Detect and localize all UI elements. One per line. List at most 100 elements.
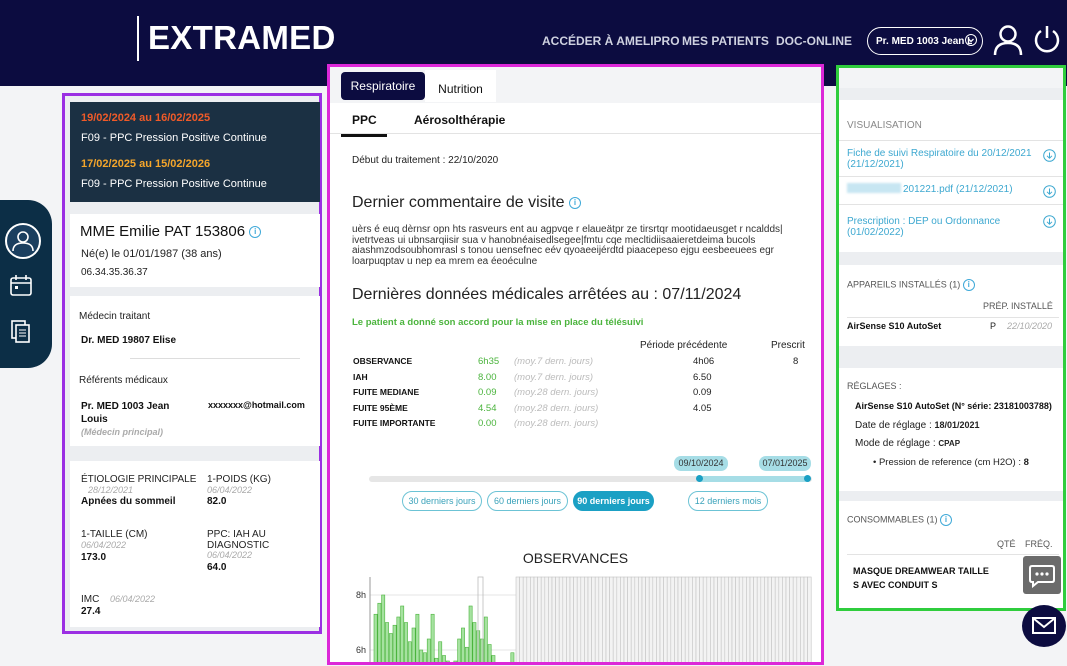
- mail-button[interactable]: [1022, 605, 1066, 647]
- bar-empty-day: [562, 576, 567, 662]
- chart-title: OBSERVANCES: [522, 550, 629, 566]
- prescriptions-box: 19/02/2024 au 16/02/2025 F09 - PPC Press…: [70, 102, 320, 202]
- bar-empty-day: [728, 576, 733, 662]
- bar-observance: [445, 660, 450, 662]
- bar-observance: [457, 638, 462, 662]
- settings-device: AirSense S10 AutoSet (N° série: 23181003…: [855, 401, 1052, 411]
- power-icon[interactable]: [1033, 24, 1061, 54]
- consumables-title: CONSOMMABLES (1) i: [847, 514, 953, 526]
- iah-value: 64.0: [207, 562, 227, 573]
- device-prep: P: [990, 321, 997, 331]
- treating-doctor-label: Médecin traitant: [79, 311, 151, 322]
- bar-observance: [487, 644, 492, 662]
- bar-empty-day: [638, 576, 643, 662]
- referent-email[interactable]: xxxxxxx@hotmail.com: [208, 400, 305, 410]
- subtab-bar: PPC Aérosolthérapie: [330, 104, 821, 137]
- bar-observance: [385, 622, 389, 662]
- tab-respiratoire[interactable]: Respiratoire: [341, 72, 425, 100]
- bar-empty-day: [771, 576, 776, 662]
- bar-observance: [407, 641, 412, 662]
- column-prescribed: Prescrit: [771, 340, 805, 351]
- subtab-ppc[interactable]: PPC: [352, 113, 377, 127]
- blurred-filename: [847, 183, 901, 193]
- bar-empty-day: [800, 576, 805, 662]
- metric-note: (moy.7 dern. jours): [514, 356, 594, 367]
- info-icon[interactable]: i: [249, 226, 262, 239]
- user-icon[interactable]: [993, 24, 1023, 56]
- weight-label: 1-POIDS (KG): [207, 474, 271, 485]
- bar-empty-day: [756, 576, 762, 662]
- bar-observance: [423, 652, 427, 662]
- divider: [847, 317, 1059, 318]
- bar-empty-day: [612, 576, 618, 662]
- period-30-button[interactable]: 30 derniers jours: [402, 491, 482, 511]
- bar-empty-day: [807, 576, 812, 662]
- bar-empty-day: [537, 576, 542, 662]
- settings-title: RÉGLAGES :: [847, 381, 902, 391]
- bar-observance: [392, 624, 397, 662]
- tab-nutrition[interactable]: Nutrition: [425, 70, 496, 102]
- range-handle-start[interactable]: [696, 475, 703, 482]
- right-top-gap: [839, 68, 1063, 88]
- bar-empty-day: [519, 576, 524, 662]
- patient-phone: 06.34.35.36.37: [81, 267, 148, 278]
- bar-empty-day: [540, 576, 546, 662]
- bar-empty-day: [699, 576, 704, 662]
- metric-previous: 0.09: [693, 387, 712, 398]
- patient-profile-button[interactable]: [5, 223, 41, 259]
- nav-mes-patients[interactable]: MES PATIENTS: [682, 34, 769, 48]
- info-icon[interactable]: i: [940, 514, 953, 526]
- bar-empty-day: [584, 576, 589, 662]
- subtab-aerosoltherapie[interactable]: Aérosolthérapie: [414, 113, 506, 127]
- file-link[interactable]: Fiche de suivi Respiratoire du 20/12/202…: [847, 148, 1032, 170]
- left-toolbar: [0, 200, 52, 368]
- period-90-button[interactable]: 90 derniers jours: [573, 491, 654, 511]
- nav-amelipro[interactable]: ACCÉDER À AMELIPRO: [542, 34, 680, 48]
- metric-label: IAH: [353, 371, 368, 382]
- chat-button[interactable]: [1023, 556, 1061, 594]
- logo: EXTRAMED: [148, 19, 336, 56]
- imc-date: 06/04/2022: [110, 594, 156, 604]
- bar-empty-day: [623, 576, 628, 662]
- user-menu-button[interactable]: Pr. MED 1003 Jean Louis: [867, 27, 983, 55]
- range-handle-end[interactable]: [804, 475, 811, 482]
- metric-previous: 6.50: [693, 371, 712, 383]
- column-installed: INSTALLÉ: [1011, 301, 1053, 311]
- bar-observance: [480, 638, 484, 662]
- calendar-button[interactable]: [5, 270, 41, 306]
- period-12m-button[interactable]: 12 derniers mois: [688, 491, 768, 511]
- comment-title: Dernier commentaire de visite i: [352, 194, 581, 212]
- divider: [130, 358, 300, 359]
- documents-button[interactable]: [5, 315, 41, 351]
- bar-empty-day: [551, 576, 556, 662]
- bar-observance: [503, 664, 506, 665]
- prescription-dates: 19/02/2024 au 16/02/2025: [81, 112, 211, 124]
- period-60-button[interactable]: 60 derniers jours: [487, 491, 568, 511]
- bar-empty-day: [666, 576, 672, 662]
- bar-empty-day: [652, 576, 657, 662]
- metric-note: (moy.28 dern. jours): [514, 418, 599, 429]
- bar-empty-day: [706, 576, 711, 662]
- file-link[interactable]: Prescription : DEP ou Ordonnance (01/02/…: [847, 216, 1001, 238]
- bar-empty-day: [677, 576, 682, 662]
- user-menu-label: Pr. MED 1003 Jean Louis: [876, 36, 972, 47]
- file-link[interactable]: 201221.pdf (21/12/2021): [903, 184, 1013, 195]
- height-label: 1-TAILLE (CM): [81, 529, 148, 540]
- download-icon[interactable]: [1043, 185, 1056, 198]
- info-icon[interactable]: i: [962, 279, 975, 291]
- y-tick-label: 6h: [356, 645, 366, 655]
- height-value: 173.0: [81, 552, 107, 563]
- bar-empty-day: [717, 576, 722, 662]
- bar-observance: [396, 616, 401, 662]
- bar-empty-day: [605, 576, 610, 662]
- iah-label: PPC: IAH AU DIAGNOSTIC: [207, 529, 270, 551]
- info-icon[interactable]: i: [568, 196, 581, 209]
- bar-empty-day: [576, 576, 582, 662]
- settings-mode-row: Mode de réglage : CPAP: [855, 438, 961, 449]
- bar-empty-day: [713, 576, 718, 662]
- range-track: [369, 476, 812, 482]
- download-icon[interactable]: [1043, 215, 1056, 228]
- download-icon[interactable]: [1043, 149, 1056, 162]
- nav-doc-online[interactable]: DOC-ONLINE: [776, 34, 852, 48]
- divider: [839, 204, 1063, 205]
